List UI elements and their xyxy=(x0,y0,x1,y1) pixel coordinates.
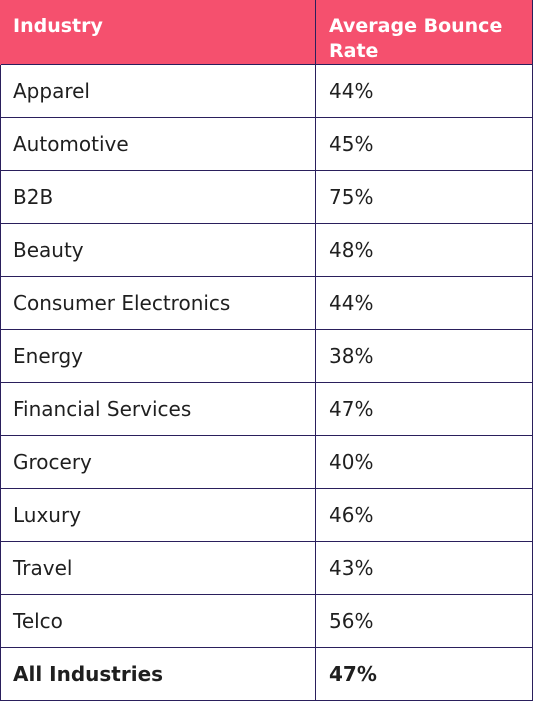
bounce-rate-cell: 56% xyxy=(315,594,533,648)
total-bounce-rate-cell: 47% xyxy=(315,647,533,701)
table-row: Automotive 45% xyxy=(0,117,533,171)
industry-cell: Beauty xyxy=(0,223,316,277)
industry-cell: B2B xyxy=(0,170,316,224)
table-row: Consumer Electronics 44% xyxy=(0,276,533,330)
industry-cell: Apparel xyxy=(0,64,316,118)
industry-cell: Travel xyxy=(0,541,316,595)
bounce-rate-cell: 40% xyxy=(315,435,533,489)
bounce-rate-cell: 45% xyxy=(315,117,533,171)
bounce-rate-cell: 75% xyxy=(315,170,533,224)
table-total-row: All Industries 47% xyxy=(0,647,533,701)
header-industry: Industry xyxy=(0,0,316,65)
table-row: B2B 75% xyxy=(0,170,533,224)
table-row: Energy 38% xyxy=(0,329,533,383)
table-header-row: Industry Average Bounce Rate xyxy=(0,0,533,65)
bounce-rate-cell: 48% xyxy=(315,223,533,277)
bounce-rate-table: Industry Average Bounce Rate Apparel 44%… xyxy=(0,0,533,701)
table-row: Beauty 48% xyxy=(0,223,533,277)
total-industry-cell: All Industries xyxy=(0,647,316,701)
table-row: Grocery 40% xyxy=(0,435,533,489)
industry-cell: Financial Services xyxy=(0,382,316,436)
table-row: Financial Services 47% xyxy=(0,382,533,436)
industry-cell: Consumer Electronics xyxy=(0,276,316,330)
bounce-rate-cell: 43% xyxy=(315,541,533,595)
table-row: Travel 43% xyxy=(0,541,533,595)
industry-cell: Automotive xyxy=(0,117,316,171)
industry-cell: Grocery xyxy=(0,435,316,489)
bounce-rate-cell: 46% xyxy=(315,488,533,542)
industry-cell: Luxury xyxy=(0,488,316,542)
table-row: Luxury 46% xyxy=(0,488,533,542)
bounce-rate-cell: 47% xyxy=(315,382,533,436)
bounce-rate-table-container: Industry Average Bounce Rate Apparel 44%… xyxy=(0,0,533,701)
bounce-rate-cell: 44% xyxy=(315,276,533,330)
header-average-bounce-rate: Average Bounce Rate xyxy=(315,0,533,65)
bounce-rate-cell: 44% xyxy=(315,64,533,118)
table-row: Telco 56% xyxy=(0,594,533,648)
table-row: Apparel 44% xyxy=(0,64,533,118)
bounce-rate-cell: 38% xyxy=(315,329,533,383)
industry-cell: Energy xyxy=(0,329,316,383)
industry-cell: Telco xyxy=(0,594,316,648)
